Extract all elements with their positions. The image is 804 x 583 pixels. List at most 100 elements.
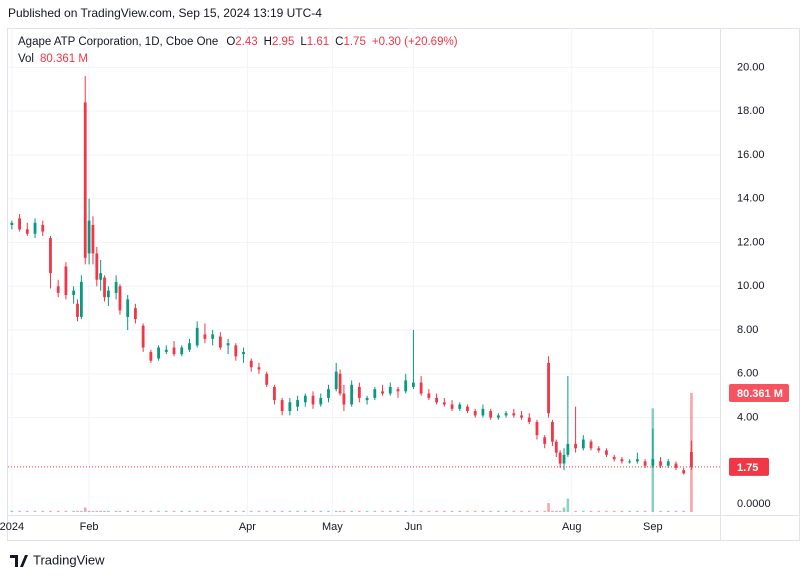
candle-body: [188, 343, 191, 350]
ohlc-prefix: H: [264, 36, 272, 48]
ohlc-value: 2.43: [235, 36, 257, 48]
candle-body: [280, 400, 284, 412]
y-tick-label: 16.00: [737, 149, 765, 161]
volume-bar: [319, 510, 323, 512]
volume-bar: [141, 510, 145, 512]
y-tick-label: 12.00: [737, 236, 765, 248]
candle-body: [257, 367, 261, 370]
volume-bar: [296, 510, 299, 512]
candle-body: [620, 459, 624, 462]
candle-body: [612, 456, 616, 460]
candle-body: [33, 222, 37, 234]
y-tick-label: 14.00: [737, 193, 765, 205]
volume-bar: [80, 510, 83, 512]
volume-bar: [165, 510, 168, 512]
candle-body: [659, 461, 662, 466]
volume-bar: [72, 510, 75, 512]
volume-bar: [10, 510, 14, 512]
axes: 4.00 6.00 8.00 10.00 12.00 14.00 16.00 18.00 20.…: [0, 61, 789, 533]
ohlc-value: 1.61: [307, 36, 329, 48]
volume-bar: [404, 510, 408, 512]
last-volume-box: [729, 383, 789, 402]
legend-header: Agape ATP Corporation, 1D, Cboe One O2.43…: [18, 36, 458, 48]
candle-body: [79, 281, 83, 317]
volume-bar: [554, 510, 558, 512]
volume-bar: [412, 510, 415, 512]
volume-bar: [504, 510, 508, 512]
candle-body: [690, 451, 693, 467]
candle-body: [95, 253, 99, 280]
candle-body: [234, 345, 238, 357]
candle-body: [365, 397, 369, 401]
x-tick-label: Feb: [80, 521, 99, 533]
volume-bar: [674, 510, 678, 512]
x-tick-label: May: [322, 521, 343, 533]
volume-header: Vol 80.361 M: [18, 53, 88, 65]
symbol-name: Agape ATP Corporation, 1D, Cboe One: [18, 36, 218, 48]
candle-body: [311, 395, 315, 405]
volume-bar: [172, 510, 176, 512]
candle-body: [195, 327, 199, 346]
candle-body: [543, 437, 547, 444]
candle-body: [172, 347, 176, 355]
candle-body: [288, 402, 292, 412]
candle-body: [303, 395, 307, 403]
candle-body: [265, 373, 269, 385]
candle-body: [558, 452, 562, 464]
volume-bar: [219, 510, 222, 512]
candle-body: [574, 443, 577, 449]
candle-body: [249, 360, 253, 368]
candle-body: [481, 408, 485, 416]
volume-bar: [358, 510, 361, 512]
candle-body: [18, 218, 21, 230]
candle-body: [562, 454, 566, 464]
published-note: Published on TradingView.com, Sep 15, 20…: [8, 6, 322, 20]
volume-bar: [273, 510, 276, 512]
candle-body: [157, 347, 160, 359]
volume-bar: [666, 510, 670, 512]
brand-name: TradingView: [33, 552, 105, 567]
volume-bar: [242, 510, 245, 512]
volume-bar: [574, 510, 577, 512]
volume-bar: [338, 510, 342, 512]
candle-body: [327, 389, 330, 398]
candle-body: [218, 336, 222, 348]
candle-body: [180, 347, 184, 355]
candle-body: [581, 439, 585, 449]
candle-body: [520, 415, 523, 418]
candle-body: [496, 415, 500, 418]
volume-bar: [126, 510, 129, 512]
volume-title: Vol: [18, 53, 34, 65]
volume-bar: [134, 510, 137, 512]
volume-bar: [234, 510, 238, 512]
candle-body: [635, 459, 639, 462]
volume-bar: [18, 510, 21, 512]
volume-bar: [388, 510, 392, 512]
candle-body: [674, 463, 678, 468]
candle-body: [83, 102, 87, 258]
volume-bar: [41, 510, 45, 512]
candle-body: [547, 362, 550, 414]
y-tick-label: 8.00: [737, 324, 758, 336]
volume-bar: [628, 510, 631, 512]
volume-bar: [118, 510, 122, 512]
candle-body: [450, 404, 454, 409]
volume-bar: [107, 510, 110, 512]
candle-body: [134, 308, 137, 320]
volume-bar: [558, 510, 562, 512]
volume-bar: [605, 510, 608, 512]
candle-body: [211, 334, 215, 339]
candle-body: [141, 325, 145, 348]
volume-bar: [443, 510, 446, 512]
candle-body: [64, 266, 68, 296]
last-price-label: 1.75: [737, 462, 758, 474]
volume-bar: [435, 510, 438, 512]
candle-body: [682, 470, 686, 474]
x-tick-label: Apr: [239, 521, 256, 533]
volume-bar: [481, 510, 485, 512]
candle-body: [350, 384, 354, 405]
ohlc-prefix: C: [335, 36, 343, 48]
volume-bar: [103, 510, 106, 512]
